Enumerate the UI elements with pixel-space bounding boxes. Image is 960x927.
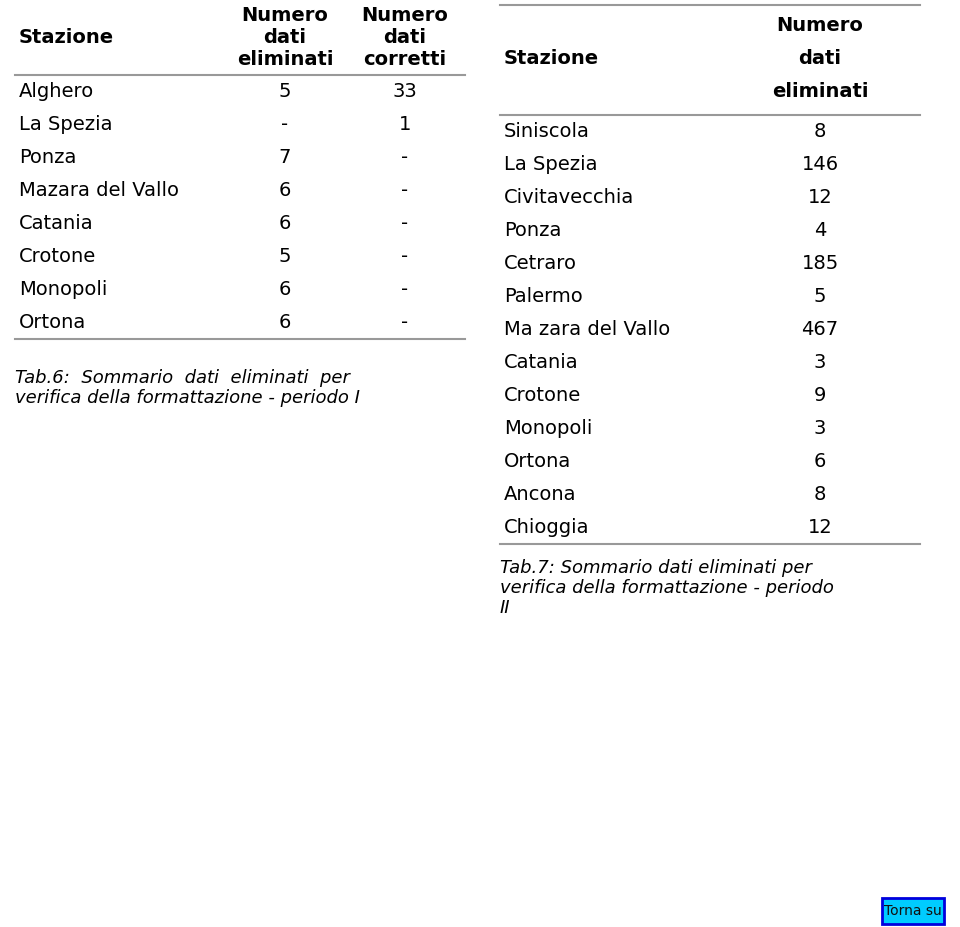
Text: 5: 5 (278, 247, 291, 266)
Text: dati: dati (799, 48, 842, 68)
Text: Catania: Catania (19, 214, 94, 233)
Text: Mazara del Vallo: Mazara del Vallo (19, 181, 179, 200)
Text: 4: 4 (814, 221, 827, 240)
Text: verifica della formattazione - periodo I: verifica della formattazione - periodo I (15, 389, 360, 407)
Text: Tab.6:  Sommario  dati  eliminati  per: Tab.6: Sommario dati eliminati per (15, 369, 349, 387)
Text: -: - (401, 214, 409, 233)
Text: 12: 12 (807, 188, 832, 207)
Text: Ortona: Ortona (504, 452, 571, 471)
Text: 8: 8 (814, 122, 827, 141)
Text: La Spezia: La Spezia (504, 155, 597, 174)
Text: 146: 146 (802, 155, 839, 174)
Text: 5: 5 (814, 287, 827, 306)
Text: 9: 9 (814, 386, 827, 405)
Text: Ancona: Ancona (504, 485, 577, 504)
Text: 33: 33 (393, 82, 418, 101)
Text: 6: 6 (278, 313, 291, 332)
Text: 6: 6 (278, 214, 291, 233)
Text: -: - (401, 247, 409, 266)
Text: Ortona: Ortona (19, 313, 86, 332)
Text: -: - (401, 313, 409, 332)
Text: eliminati: eliminati (772, 82, 868, 100)
Text: 3: 3 (814, 419, 827, 438)
Text: Ponza: Ponza (504, 221, 562, 240)
Text: -: - (401, 181, 409, 200)
Text: -: - (401, 280, 409, 299)
Text: verifica della formattazione - periodo: verifica della formattazione - periodo (500, 579, 834, 597)
Text: Ponza: Ponza (19, 148, 77, 167)
Text: 8: 8 (814, 485, 827, 504)
Text: Numero
dati
eliminati: Numero dati eliminati (237, 6, 333, 69)
Text: Crotone: Crotone (19, 247, 96, 266)
FancyBboxPatch shape (882, 898, 944, 924)
Text: Monopoli: Monopoli (19, 280, 108, 299)
Text: 12: 12 (807, 518, 832, 537)
Text: Alghero: Alghero (19, 82, 94, 101)
Text: Chioggia: Chioggia (504, 518, 589, 537)
Text: Palermo: Palermo (504, 287, 583, 306)
Text: Ma zara del Vallo: Ma zara del Vallo (504, 320, 670, 339)
Text: 1: 1 (398, 115, 411, 134)
Text: II: II (500, 599, 511, 617)
Text: Catania: Catania (504, 353, 579, 372)
Text: 5: 5 (278, 82, 291, 101)
Text: -: - (281, 115, 289, 134)
Text: Siniscola: Siniscola (504, 122, 589, 141)
Text: 467: 467 (802, 320, 839, 339)
Text: Stazione: Stazione (504, 48, 599, 68)
Text: -: - (401, 148, 409, 167)
Text: 3: 3 (814, 353, 827, 372)
Text: 6: 6 (278, 181, 291, 200)
Text: Civitavecchia: Civitavecchia (504, 188, 635, 207)
Text: 6: 6 (814, 452, 827, 471)
Text: 6: 6 (278, 280, 291, 299)
Text: 185: 185 (802, 254, 839, 273)
Text: Stazione: Stazione (19, 28, 114, 47)
Text: Tab.7: Sommario dati eliminati per: Tab.7: Sommario dati eliminati per (500, 559, 812, 577)
Text: 7: 7 (278, 148, 291, 167)
Text: Numero: Numero (777, 16, 863, 34)
Text: Numero
dati
corretti: Numero dati corretti (362, 6, 448, 69)
Text: Cetraro: Cetraro (504, 254, 577, 273)
Text: Torna su: Torna su (884, 904, 942, 918)
Text: Monopoli: Monopoli (504, 419, 592, 438)
Text: Crotone: Crotone (504, 386, 581, 405)
Text: La Spezia: La Spezia (19, 115, 112, 134)
